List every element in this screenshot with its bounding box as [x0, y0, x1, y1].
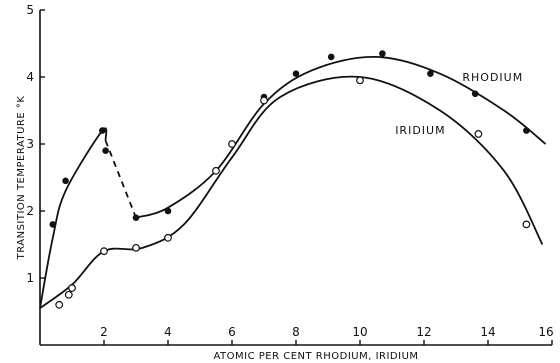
labels: RHODIUM IRIDIUM: [395, 71, 523, 137]
rhodium-curve-part-2: [135, 55, 547, 219]
rhodium-point: [62, 177, 69, 185]
rhodium-point: [427, 70, 434, 77]
markers: [49, 50, 531, 309]
y-tick-label: 1: [26, 271, 34, 285]
y-axis-label: TRANSITION TEMPERATURE °K: [16, 96, 27, 261]
iridium-point: [228, 140, 236, 148]
x-tick-label: 10: [352, 325, 367, 339]
x-tick-label: 8: [292, 325, 300, 339]
rhodium-point: [523, 127, 530, 134]
rhodium-point: [132, 214, 140, 221]
rhodium-point: [292, 70, 300, 77]
y-tick-label: 4: [26, 70, 34, 84]
rhodium-point: [471, 90, 479, 98]
x-tick-label: 12: [416, 325, 431, 339]
iridium-point: [522, 220, 531, 229]
rhodium-series-label: RHODIUM: [462, 71, 523, 84]
iridium-point: [260, 96, 268, 105]
x-tick-label: 6: [228, 325, 236, 339]
x-tick-label: 4: [164, 325, 172, 339]
iridium-point: [356, 76, 364, 85]
iridium-point: [64, 290, 73, 299]
iridium-point: [132, 243, 140, 252]
rhodium-point: [327, 53, 335, 61]
iridium-point: [55, 300, 64, 309]
x-tick-label: 2: [100, 325, 108, 339]
rhodium-point: [164, 207, 172, 215]
iridium-point: [474, 130, 483, 138]
x-tick-label: 16: [538, 325, 553, 339]
iridium-series-label: IRIDIUM: [395, 124, 445, 137]
curves: [39, 55, 547, 309]
rhodium-point: [49, 221, 57, 228]
x-axis-label: ATOMIC PER CENT RHODIUM, IRIDIUM: [213, 351, 418, 362]
iridium-point: [68, 284, 76, 292]
rhodium-point: [99, 127, 106, 134]
y-tick-label: 5: [26, 3, 34, 17]
iridium-curve: [39, 75, 544, 309]
rhodium-point: [102, 147, 109, 154]
rhodium-curve-part-1: [39, 127, 108, 309]
rhodium-point: [379, 50, 386, 57]
iridium-point: [164, 233, 172, 242]
iridium-point: [212, 166, 220, 175]
rhodium-dashed-segment: [104, 140, 137, 219]
x-tick-label: 14: [480, 325, 495, 339]
y-tick-label: 3: [26, 137, 34, 151]
iridium-point: [100, 247, 108, 256]
y-tick-label: 2: [26, 204, 34, 218]
